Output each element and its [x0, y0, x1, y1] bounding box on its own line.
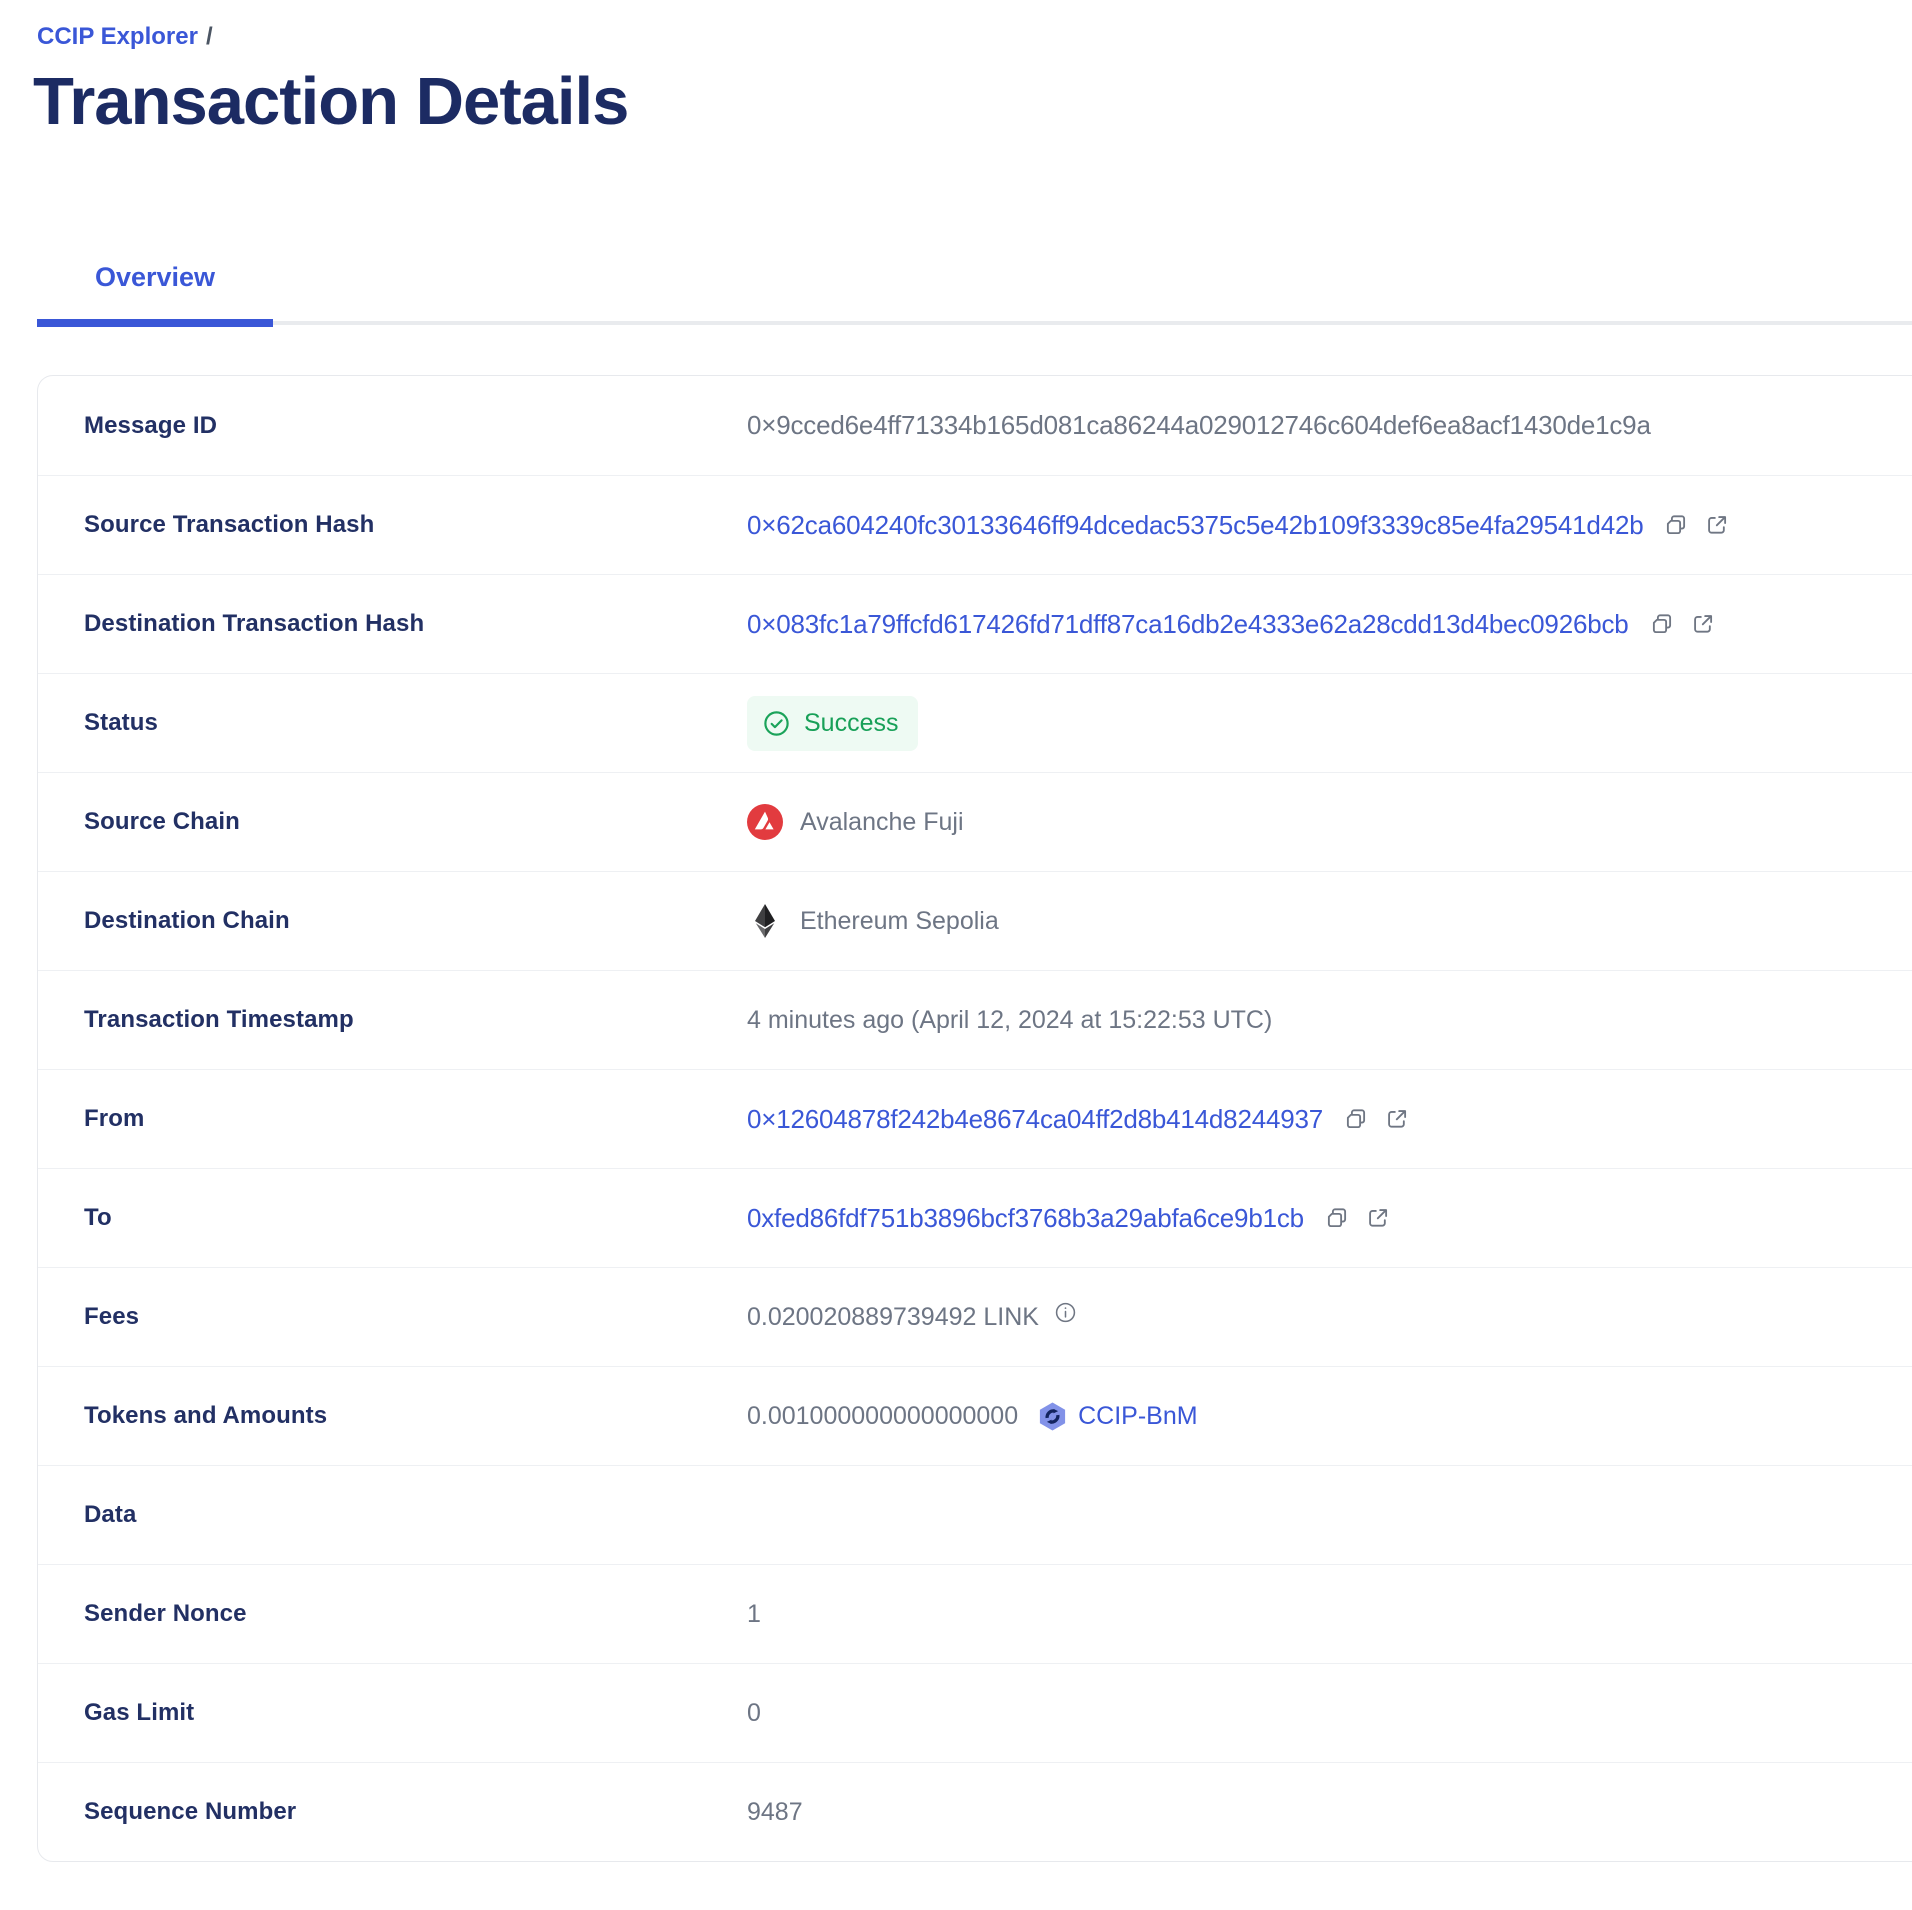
- row-label: Transaction Timestamp: [84, 1006, 354, 1033]
- ccip-bnm-token-link[interactable]: CCIP-BnM: [1078, 1401, 1198, 1430]
- table-row-from: From 0×12604878f242b4e8674ca04ff2d8b414d…: [38, 1069, 1912, 1168]
- row-label: Data: [84, 1501, 137, 1528]
- row-label: Destination Chain: [84, 907, 290, 934]
- external-link-icon[interactable]: [1704, 512, 1730, 538]
- to-address-link[interactable]: 0xfed86fdf751b3896bcf3768b3a29abfa6ce9b1…: [747, 1202, 1304, 1233]
- copy-icon[interactable]: [1663, 512, 1689, 538]
- sender-nonce-value: 1: [747, 1599, 761, 1628]
- gas-limit-value: 0: [747, 1698, 761, 1727]
- external-link-icon[interactable]: [1365, 1205, 1391, 1231]
- token-amount: 0.001000000000000000: [747, 1401, 1019, 1430]
- row-label: Sender Nonce: [84, 1600, 247, 1627]
- table-row-destination-tx-hash: Destination Transaction Hash 0×083fc1a79…: [38, 574, 1912, 673]
- transaction-details-card: Message ID 0×9cced6e4ff71334b165d081ca86…: [37, 375, 1912, 1862]
- table-row-source-chain: Source Chain Avalanche Fuji: [38, 772, 1912, 871]
- breadcrumb-separator: /: [205, 23, 213, 50]
- table-row-destination-chain: Destination Chain Ethereum Sepolia: [38, 871, 1912, 970]
- table-row-message-id: Message ID 0×9cced6e4ff71334b165d081ca86…: [38, 376, 1912, 475]
- row-label: Tokens and Amounts: [84, 1402, 328, 1429]
- info-icon[interactable]: [1054, 1301, 1077, 1324]
- message-id-value: 0×9cced6e4ff71334b165d081ca86244a0290127…: [747, 410, 1651, 440]
- status-text: Success: [804, 708, 899, 737]
- tab-overview[interactable]: Overview: [37, 246, 273, 327]
- check-circle-icon: [762, 709, 791, 738]
- tab-bar: Overview: [37, 246, 1912, 327]
- transaction-timestamp-value: 4 minutes ago (April 12, 2024 at 15:22:5…: [747, 1005, 1273, 1034]
- page-title: Transaction Details: [33, 64, 629, 139]
- external-link-icon[interactable]: [1384, 1106, 1410, 1132]
- table-row-to: To 0xfed86fdf751b3896bcf3768b3a29abfa6ce…: [38, 1168, 1912, 1267]
- table-row-status: Status Success: [38, 673, 1912, 772]
- table-row-transaction-timestamp: Transaction Timestamp 4 minutes ago (Apr…: [38, 970, 1912, 1069]
- table-row-sender-nonce: Sender Nonce 1: [38, 1564, 1912, 1663]
- transaction-details-page: CCIP Explorer / Transaction Details Overv…: [33, 22, 1912, 1862]
- row-label: Status: [84, 709, 158, 736]
- destination-tx-hash-link[interactable]: 0×083fc1a79ffcfd617426fd71dff87ca16db2e4…: [747, 608, 1629, 639]
- external-link-icon[interactable]: [1690, 611, 1716, 637]
- source-tx-hash-link[interactable]: 0×62ca604240fc30133646ff94dcedac5375c5e4…: [747, 509, 1644, 540]
- row-label: Source Chain: [84, 808, 240, 835]
- ethereum-icon: [747, 903, 783, 939]
- row-label: Fees: [84, 1303, 140, 1330]
- row-label: Sequence Number: [84, 1798, 297, 1825]
- table-row-sequence-number: Sequence Number 9487: [38, 1762, 1912, 1861]
- row-label: From: [84, 1105, 145, 1132]
- table-row-gas-limit: Gas Limit 0: [38, 1663, 1912, 1762]
- table-row-data: Data: [38, 1465, 1912, 1564]
- from-address-link[interactable]: 0×12604878f242b4e8674ca04ff2d8b414d82449…: [747, 1103, 1324, 1134]
- ccip-bnm-token-icon: [1037, 1401, 1068, 1432]
- table-row-fees: Fees 0.020020889739492 LINK: [38, 1267, 1912, 1366]
- breadcrumb-ccip-explorer-link[interactable]: CCIP Explorer: [37, 23, 198, 50]
- copy-icon[interactable]: [1343, 1106, 1369, 1132]
- row-label: Gas Limit: [84, 1699, 195, 1726]
- copy-icon[interactable]: [1324, 1205, 1350, 1231]
- status-badge: Success: [747, 695, 919, 751]
- row-label: Destination Transaction Hash: [84, 610, 425, 637]
- source-chain-name: Avalanche Fuji: [800, 807, 964, 836]
- table-row-tokens-and-amounts: Tokens and Amounts 0.001000000000000000 …: [38, 1366, 1912, 1465]
- row-label: Message ID: [84, 411, 218, 439]
- destination-chain-name: Ethereum Sepolia: [800, 906, 999, 935]
- row-label: To: [84, 1204, 112, 1231]
- table-row-source-tx-hash: Source Transaction Hash 0×62ca604240fc30…: [38, 475, 1912, 574]
- sequence-number-value: 9487: [747, 1797, 803, 1826]
- fees-value: 0.020020889739492 LINK: [747, 1302, 1039, 1331]
- copy-icon[interactable]: [1649, 611, 1675, 637]
- breadcrumb: CCIP Explorer /: [37, 22, 1912, 52]
- avalanche-icon: [747, 804, 783, 840]
- row-label: Source Transaction Hash: [84, 511, 375, 538]
